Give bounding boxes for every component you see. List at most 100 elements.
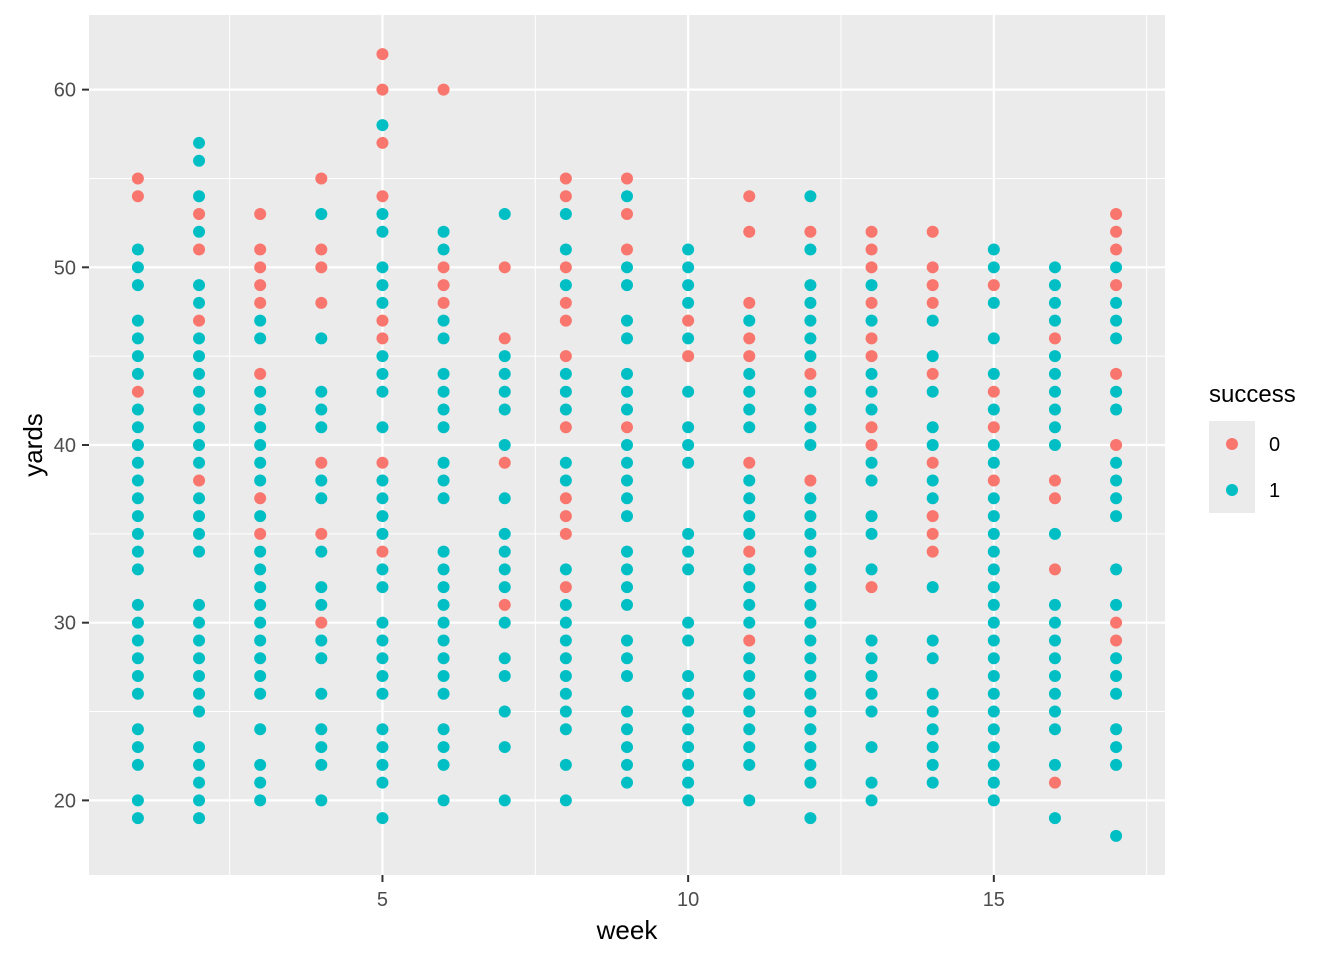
data-point-success-1 xyxy=(376,119,389,132)
data-point-success-1 xyxy=(926,492,939,505)
data-point-success-1 xyxy=(498,705,511,718)
data-point-success-1 xyxy=(376,741,389,754)
data-point-success-0 xyxy=(865,261,878,274)
data-point-success-1 xyxy=(682,776,695,789)
data-point-success-1 xyxy=(437,456,450,469)
data-point-success-1 xyxy=(743,314,756,327)
data-point-success-1 xyxy=(1048,723,1061,736)
data-point-success-1 xyxy=(804,581,817,594)
data-point-success-1 xyxy=(498,616,511,629)
data-point-success-1 xyxy=(1048,634,1061,647)
data-point-success-1 xyxy=(804,385,817,398)
data-point-success-0 xyxy=(621,243,633,256)
data-point-success-1 xyxy=(987,332,1000,345)
data-point-success-1 xyxy=(131,527,144,540)
data-point-success-1 xyxy=(682,439,695,451)
data-point-success-1 xyxy=(376,279,389,292)
data-point-success-1 xyxy=(621,403,633,416)
data-point-success-1 xyxy=(1048,758,1061,771)
data-point-success-1 xyxy=(1048,527,1061,540)
data-point-success-1 xyxy=(315,598,328,611)
data-point-success-1 xyxy=(987,456,1000,469)
data-point-success-1 xyxy=(254,687,267,700)
data-point-success-0 xyxy=(498,332,511,345)
data-point-success-0 xyxy=(559,510,572,523)
data-point-success-1 xyxy=(804,190,817,203)
data-point-success-1 xyxy=(559,794,572,807)
data-point-success-1 xyxy=(437,652,450,665)
data-point-success-1 xyxy=(1110,723,1123,736)
data-point-success-1 xyxy=(926,581,939,594)
data-point-success-1 xyxy=(376,510,389,523)
data-point-success-1 xyxy=(1110,563,1123,576)
data-point-success-1 xyxy=(682,563,695,576)
data-point-success-1 xyxy=(1048,261,1061,274)
data-point-success-1 xyxy=(437,598,450,611)
data-point-success-0 xyxy=(865,225,878,238)
data-point-success-1 xyxy=(559,687,572,700)
data-point-success-1 xyxy=(131,598,144,611)
data-point-success-0 xyxy=(559,581,572,594)
data-point-success-1 xyxy=(621,314,633,327)
data-point-success-0 xyxy=(926,456,939,469)
data-point-success-0 xyxy=(621,208,633,221)
data-point-success-0 xyxy=(193,243,206,256)
data-point-success-1 xyxy=(621,581,633,594)
data-point-success-1 xyxy=(559,563,572,576)
data-point-success-1 xyxy=(193,616,206,629)
data-point-success-0 xyxy=(559,350,572,363)
data-point-success-1 xyxy=(804,296,817,309)
data-point-success-1 xyxy=(865,403,878,416)
data-point-success-1 xyxy=(865,474,878,487)
data-point-success-1 xyxy=(926,634,939,647)
data-point-success-1 xyxy=(804,687,817,700)
data-point-success-1 xyxy=(1110,403,1123,416)
data-point-success-1 xyxy=(315,634,328,647)
data-point-success-0 xyxy=(254,296,267,309)
data-point-success-1 xyxy=(1048,367,1061,380)
data-point-success-1 xyxy=(1110,332,1123,345)
data-point-success-1 xyxy=(254,758,267,771)
data-point-success-1 xyxy=(743,581,756,594)
data-point-success-1 xyxy=(131,545,144,558)
data-point-success-1 xyxy=(131,669,144,682)
data-point-success-1 xyxy=(193,385,206,398)
data-point-success-1 xyxy=(131,758,144,771)
data-point-success-0 xyxy=(926,527,939,540)
data-point-success-1 xyxy=(1048,350,1061,363)
data-point-success-1 xyxy=(621,776,633,789)
data-point-success-1 xyxy=(131,741,144,754)
data-point-success-1 xyxy=(131,652,144,665)
data-point-success-1 xyxy=(865,652,878,665)
data-point-success-1 xyxy=(559,616,572,629)
data-point-success-1 xyxy=(804,616,817,629)
y-tick-label: 40 xyxy=(54,435,76,457)
data-point-success-1 xyxy=(254,456,267,469)
data-point-success-1 xyxy=(621,652,633,665)
data-point-success-1 xyxy=(621,492,633,505)
legend: success 0 1 xyxy=(1209,381,1296,513)
data-point-success-0 xyxy=(1110,208,1123,221)
data-point-success-1 xyxy=(865,705,878,718)
data-point-success-1 xyxy=(621,545,633,558)
data-point-success-1 xyxy=(804,652,817,665)
data-point-success-1 xyxy=(743,403,756,416)
data-point-success-1 xyxy=(437,741,450,754)
data-point-success-1 xyxy=(1110,687,1123,700)
data-point-success-1 xyxy=(131,421,144,434)
data-point-success-1 xyxy=(131,439,144,451)
data-point-success-1 xyxy=(376,261,389,274)
data-point-success-1 xyxy=(987,243,1000,256)
data-point-success-0 xyxy=(926,296,939,309)
x-axis: 5 10 15 xyxy=(377,875,1005,911)
data-point-success-1 xyxy=(1110,296,1123,309)
data-point-success-0 xyxy=(1048,474,1061,487)
data-point-success-1 xyxy=(621,669,633,682)
data-point-success-1 xyxy=(743,367,756,380)
data-point-success-1 xyxy=(559,758,572,771)
data-point-success-1 xyxy=(376,669,389,682)
data-point-success-1 xyxy=(682,723,695,736)
data-point-success-1 xyxy=(193,652,206,665)
data-point-success-1 xyxy=(987,261,1000,274)
data-point-success-1 xyxy=(621,456,633,469)
